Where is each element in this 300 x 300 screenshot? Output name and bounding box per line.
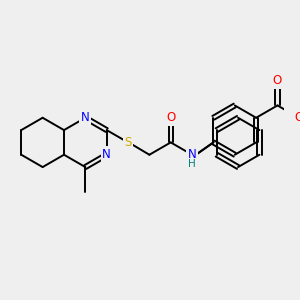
Text: O: O [294,111,300,124]
Text: S: S [124,136,132,149]
Text: N: N [188,148,197,161]
Text: O: O [273,74,282,87]
Text: O: O [166,111,176,124]
Text: H: H [188,159,196,169]
Text: N: N [81,111,90,124]
Text: N: N [102,148,111,161]
